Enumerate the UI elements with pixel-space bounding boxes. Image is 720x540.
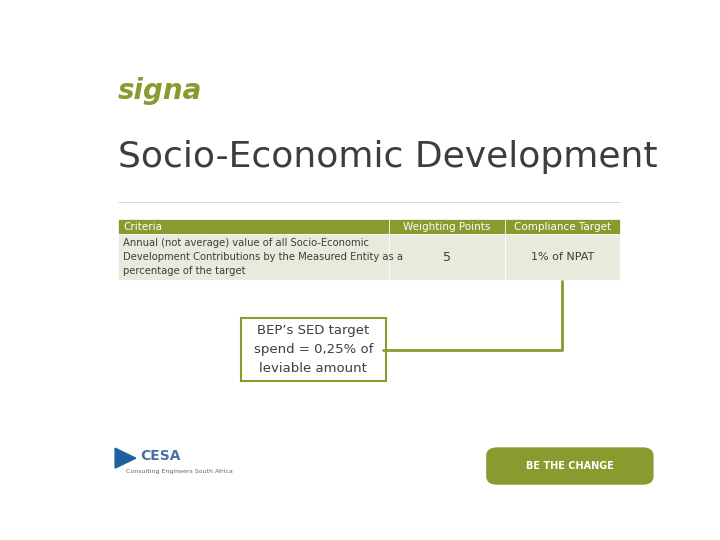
FancyBboxPatch shape (389, 234, 505, 280)
Text: Consulting Engineers South Africa: Consulting Engineers South Africa (126, 469, 233, 474)
Text: signa: signa (118, 77, 202, 105)
Text: Criteria: Criteria (124, 221, 163, 232)
FancyBboxPatch shape (389, 219, 505, 234)
Text: BEP’s SED target
spend = 0,25% of
leviable amount: BEP’s SED target spend = 0,25% of leviab… (253, 324, 373, 375)
FancyBboxPatch shape (505, 234, 620, 280)
Text: 5: 5 (443, 251, 451, 264)
Text: CESA: CESA (140, 449, 181, 463)
FancyBboxPatch shape (486, 447, 654, 485)
FancyBboxPatch shape (505, 219, 620, 234)
FancyBboxPatch shape (118, 219, 389, 234)
Text: Compliance Target: Compliance Target (514, 221, 611, 232)
Polygon shape (115, 448, 136, 468)
Text: Annual (not average) value of all Socio-Economic
Development Contributions by th: Annual (not average) value of all Socio-… (124, 238, 403, 276)
Text: BE THE CHANGE: BE THE CHANGE (526, 461, 614, 471)
Text: Socio-Economic Development: Socio-Economic Development (118, 140, 657, 174)
Text: 1% of NPAT: 1% of NPAT (531, 252, 594, 262)
FancyBboxPatch shape (118, 234, 389, 280)
FancyBboxPatch shape (240, 319, 386, 381)
Text: Weighting Points: Weighting Points (403, 221, 490, 232)
